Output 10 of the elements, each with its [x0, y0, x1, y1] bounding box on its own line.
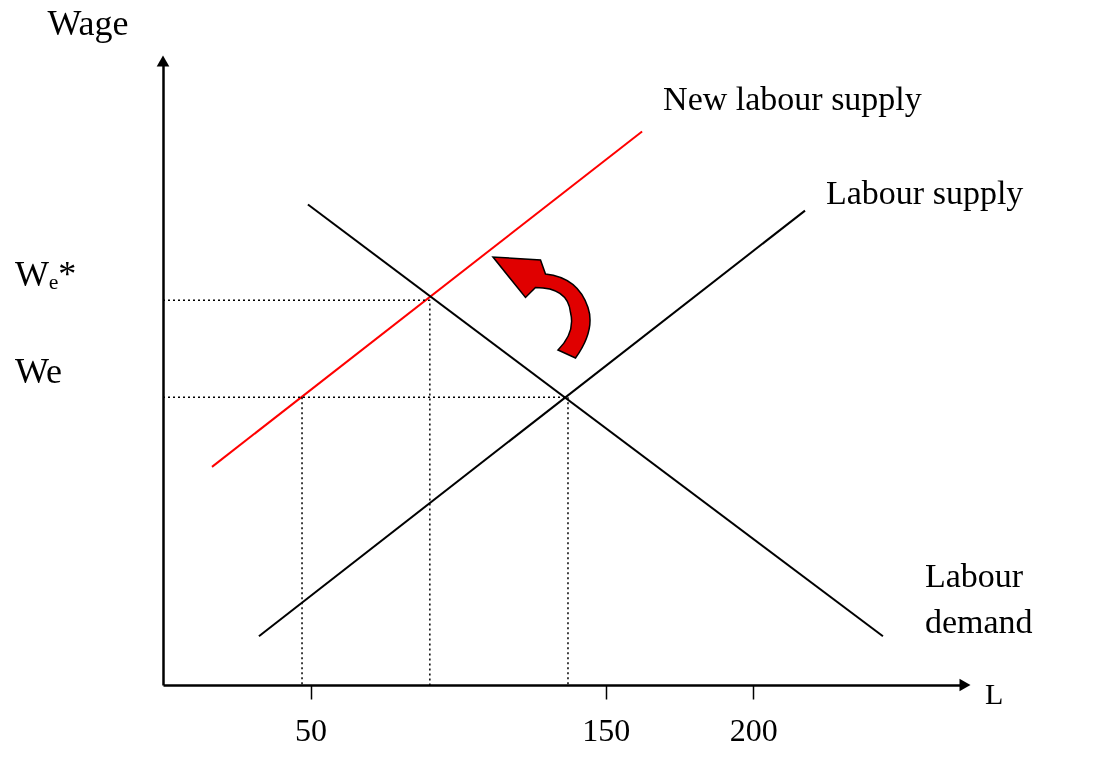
- series-label: Labour supply: [826, 173, 1024, 211]
- series-label: Labour demand: [924, 557, 1033, 641]
- x-tick-label: 150: [582, 711, 631, 748]
- x-tick-label: 200: [729, 711, 778, 748]
- series-label: New labour supply: [663, 80, 922, 118]
- annotation: Wₑ*: [15, 254, 77, 295]
- annotation: We: [15, 351, 63, 392]
- y-axis-title: Wage: [47, 3, 129, 43]
- x-tick-label: 50: [295, 711, 328, 748]
- x-axis-title: L: [985, 677, 1004, 710]
